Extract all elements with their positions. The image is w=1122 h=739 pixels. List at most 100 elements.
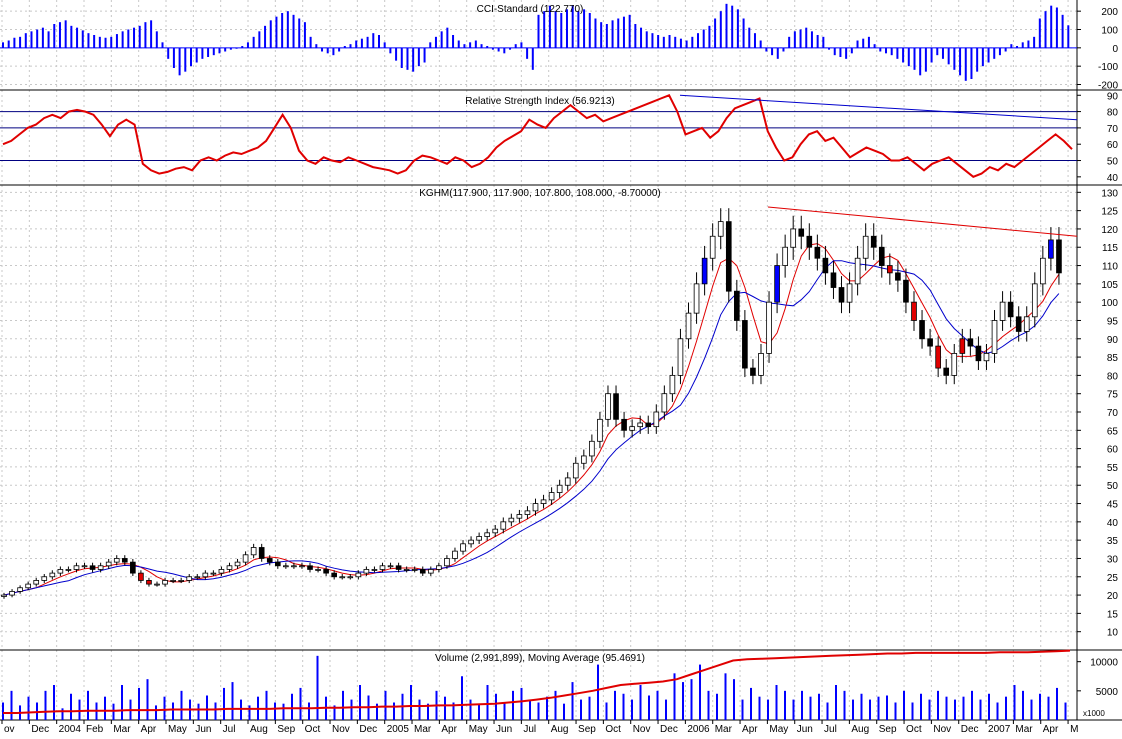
candle-body: [653, 411, 660, 428]
candle-body: [709, 235, 716, 259]
candle-body: [943, 367, 950, 376]
candle-body: [830, 272, 837, 288]
y-tick-label: 75: [1107, 390, 1119, 401]
x-tick-label: Apr: [141, 724, 157, 734]
axis-labels: ov Dec 2004 Feb Mar Apr May Jun Jul Aug Sep Oct Nov D…: [1, 7, 1119, 735]
x-tick-label: Dec: [961, 724, 979, 734]
candle-body: [226, 565, 233, 570]
price-trendline: [767, 206, 1078, 237]
ma-slow-line: [3, 260, 1060, 596]
y-tick-label: 25: [1107, 573, 1119, 584]
cci-panel: CCI-Standard (122.770): [0, 3, 1077, 81]
candle-body: [427, 569, 434, 574]
y-tick-label: 50: [1107, 157, 1119, 168]
candle-body: [476, 536, 482, 541]
y-tick-label: 15: [1107, 609, 1119, 620]
candle-body: [806, 235, 813, 248]
candle-body: [411, 569, 418, 571]
candle-body: [734, 290, 740, 321]
candle-body: [1023, 316, 1030, 332]
x-tick-label: May: [769, 724, 788, 734]
x-tick-label: Sep: [578, 724, 596, 734]
candle-body: [379, 565, 386, 570]
x-tick-label: Jun: [195, 724, 211, 734]
y-tick-label: 65: [1107, 426, 1119, 437]
x-tick-label: Mar: [414, 724, 432, 734]
y-tick-label: 90: [1107, 91, 1119, 102]
candle-body: [621, 418, 627, 431]
volume-ma-line: [3, 649, 1071, 714]
candle-body: [130, 561, 136, 574]
candle-body: [162, 580, 168, 585]
candle-body: [460, 543, 466, 552]
candle-body: [1031, 283, 1038, 318]
candle-body: [564, 477, 571, 486]
x-tick-label: May: [469, 724, 488, 734]
candle-body: [186, 576, 193, 581]
candle-body: [258, 547, 265, 559]
x-tick-label: 2005: [387, 724, 410, 734]
y-tick-label: 125: [1101, 207, 1118, 218]
y-tick-label: -100: [1098, 62, 1118, 73]
candle-body: [782, 246, 788, 266]
x-tick-label: Mar: [715, 724, 733, 734]
candle-body: [242, 554, 249, 563]
x-tick-label: Jul: [523, 724, 536, 734]
candle-body: [492, 528, 499, 534]
candle-body: [371, 569, 378, 571]
candle-body: [1048, 239, 1054, 259]
x-tick-label: Sep: [277, 724, 295, 734]
x-tick-label: Dec: [359, 724, 377, 734]
candle-body: [33, 580, 40, 585]
y-tick-label: 50: [1107, 481, 1119, 492]
x-tick-label: Dec: [31, 724, 49, 734]
candle-body: [983, 353, 990, 362]
candle-body: [629, 426, 635, 431]
candle-body: [347, 576, 354, 579]
candle-body: [331, 572, 337, 578]
candle-body: [581, 455, 587, 464]
panel-frames: [0, 0, 1122, 721]
x-tick-label: Feb: [86, 724, 104, 734]
candle-body: [121, 558, 128, 563]
x-tick-label: Oct: [605, 724, 621, 734]
x-tick-label: May: [168, 724, 187, 734]
candle-body: [645, 422, 652, 428]
candle-body: [299, 565, 305, 568]
x-tick-label: Oct: [305, 724, 321, 734]
candle-body: [742, 320, 748, 369]
x-tick-label: Jul: [824, 724, 837, 734]
panel-title: Volume (2,991,899), Moving Average (95.4…: [435, 653, 645, 664]
candle-body: [862, 235, 869, 259]
y-tick-label: 130: [1101, 188, 1118, 199]
candle-body: [613, 393, 619, 420]
candle-body: [1007, 301, 1014, 318]
candle-body: [395, 565, 402, 570]
candle-body: [49, 572, 56, 578]
candle-body: [991, 320, 998, 354]
candle-body: [89, 565, 96, 570]
y-tick-label: 70: [1107, 408, 1119, 419]
candle-body: [468, 539, 474, 545]
candle-body: [677, 338, 684, 376]
candle-body: [774, 265, 780, 303]
x-tick-label: ov: [4, 724, 15, 734]
candle-body: [436, 565, 442, 570]
candle-body: [307, 565, 313, 570]
candle-body: [339, 576, 346, 579]
candle-body: [283, 565, 289, 568]
y-tick-label: 85: [1107, 353, 1119, 364]
candle-body: [387, 565, 394, 568]
candle-body: [935, 345, 941, 369]
candle-body: [170, 580, 176, 582]
candle-body: [403, 569, 410, 571]
candle-body: [266, 558, 273, 563]
grid-layer: [0, 0, 1077, 720]
candle-body: [790, 228, 797, 248]
rsi-line: [2, 94, 1073, 178]
candle-body: [138, 572, 144, 581]
rsi-panel: Relative Strength Index (56.9213): [0, 94, 1078, 178]
candle-body: [669, 374, 676, 395]
candle-body: [637, 422, 644, 428]
candle-body: [65, 569, 72, 571]
